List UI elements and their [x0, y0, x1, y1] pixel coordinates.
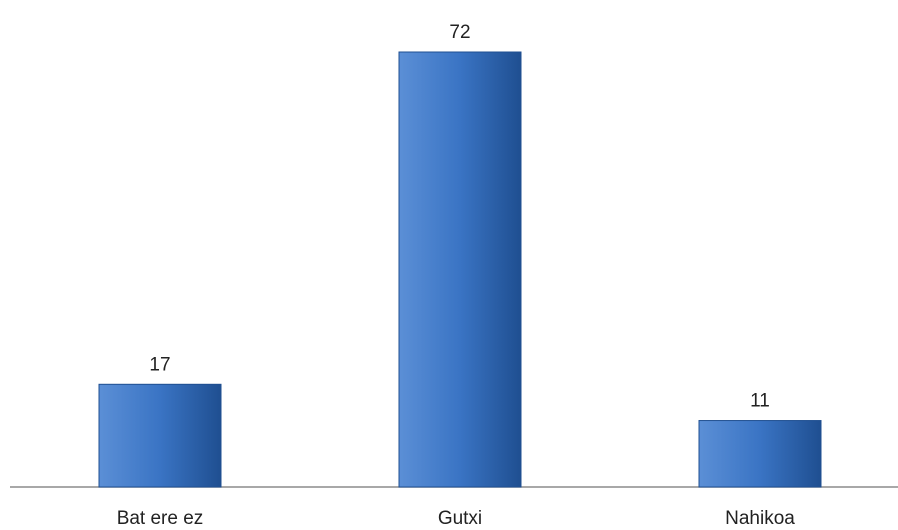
- x-tick-label: Bat ere ez: [117, 508, 204, 529]
- data-label: 11: [750, 391, 770, 412]
- data-label: 17: [149, 354, 170, 375]
- bar-bat-ere-ez: [98, 383, 222, 488]
- x-tick-label: Gutxi: [438, 508, 482, 529]
- bars: [98, 51, 822, 488]
- bar-nahikoa: [698, 420, 822, 488]
- bar-gutxi: [398, 51, 522, 488]
- data-label: 72: [449, 22, 470, 43]
- x-tick-label: Nahikoa: [725, 508, 795, 529]
- x-tick-labels: Bat ere ez Gutxi Nahikoa: [117, 508, 796, 529]
- data-labels: 17 72 11: [149, 22, 769, 412]
